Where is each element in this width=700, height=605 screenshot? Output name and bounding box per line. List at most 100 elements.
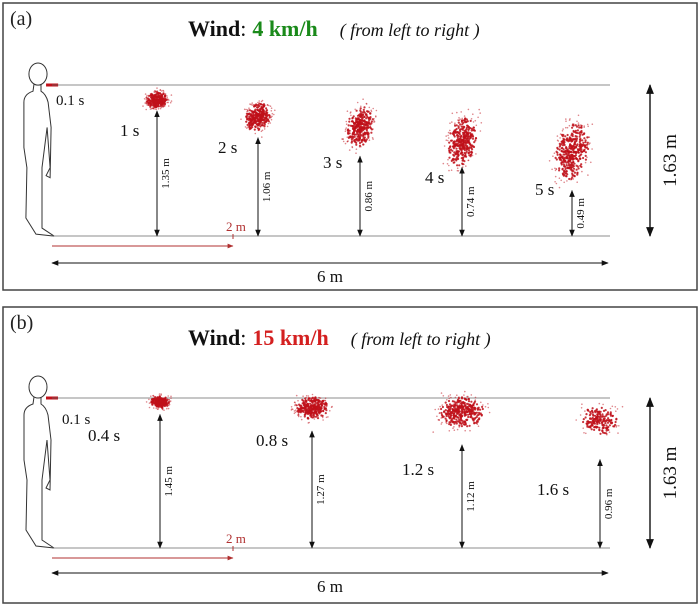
droplet — [445, 139, 448, 141]
droplet — [461, 128, 464, 131]
droplet — [250, 109, 253, 113]
droplet — [570, 140, 573, 143]
droplet — [473, 400, 477, 403]
droplet — [458, 424, 461, 427]
droplet — [554, 169, 557, 172]
droplet — [582, 418, 585, 421]
droplet — [361, 138, 364, 142]
droplet — [367, 135, 370, 138]
droplet — [466, 402, 469, 405]
droplet — [303, 409, 306, 412]
droplet — [307, 395, 310, 397]
droplet — [373, 119, 375, 122]
droplet — [156, 100, 160, 103]
droplet — [372, 138, 374, 140]
droplet — [359, 115, 362, 118]
droplet — [580, 150, 583, 153]
droplet — [243, 108, 246, 111]
droplet — [581, 133, 584, 136]
droplet — [346, 129, 349, 132]
droplet — [367, 136, 370, 139]
droplet — [605, 424, 608, 427]
droplet — [301, 398, 304, 401]
droplet — [563, 158, 566, 161]
droplet — [240, 118, 242, 120]
droplet — [558, 186, 561, 189]
droplet — [355, 120, 358, 123]
panel-title: Wind: 15 km/h ( from left to right ) — [188, 325, 491, 350]
droplet — [590, 161, 592, 164]
time-label: 3 s — [323, 153, 342, 172]
droplet — [456, 157, 459, 160]
droplet — [567, 151, 570, 154]
droplet — [582, 143, 585, 146]
droplet — [574, 143, 577, 146]
droplet — [465, 133, 468, 136]
droplet — [568, 177, 571, 181]
droplet — [467, 159, 470, 162]
droplet — [461, 119, 464, 122]
droplet — [464, 421, 467, 424]
droplet — [317, 411, 321, 414]
droplet — [598, 429, 601, 432]
droplet — [566, 133, 569, 137]
droplet — [463, 115, 466, 117]
droplet — [456, 144, 459, 147]
droplet — [591, 411, 594, 414]
droplet — [441, 404, 444, 406]
droplet — [170, 94, 173, 96]
droplet — [444, 401, 447, 404]
droplet — [161, 97, 164, 100]
droplet — [362, 143, 365, 146]
droplet — [571, 126, 574, 129]
droplet — [609, 419, 613, 422]
droplet — [305, 405, 308, 408]
droplet — [582, 150, 586, 153]
droplet — [309, 402, 312, 405]
droplet — [367, 117, 370, 120]
droplet — [148, 406, 151, 409]
droplet — [474, 408, 477, 411]
droplet — [149, 93, 152, 95]
droplet — [472, 128, 476, 132]
droplet — [601, 431, 605, 434]
droplet — [575, 125, 579, 128]
droplet — [602, 417, 605, 420]
droplet — [170, 100, 173, 102]
droplet — [609, 407, 612, 410]
droplet — [265, 120, 268, 123]
droplet — [316, 417, 320, 420]
panel-a: (a) Wind: 4 km/h ( from left to right ) 0.1 … — [2, 2, 698, 291]
title-speed: 15 km/h — [252, 325, 328, 350]
droplet — [344, 128, 347, 131]
droplet — [256, 115, 260, 118]
droplet — [371, 137, 374, 139]
droplet — [458, 405, 462, 409]
droplet — [354, 127, 357, 130]
droplet — [466, 425, 469, 428]
droplet — [461, 405, 464, 408]
droplet — [161, 404, 164, 407]
droplet — [590, 428, 593, 431]
droplet — [322, 419, 324, 421]
droplet — [574, 124, 577, 127]
droplet — [155, 108, 158, 111]
droplet — [254, 132, 257, 135]
droplet — [561, 130, 564, 132]
droplet — [562, 128, 564, 130]
droplet — [467, 409, 471, 412]
droplet — [443, 145, 446, 147]
droplet — [450, 404, 453, 407]
droplet — [577, 122, 580, 124]
droplet — [148, 94, 151, 97]
droplet — [608, 424, 612, 427]
droplet — [464, 423, 467, 426]
droplet — [466, 395, 468, 398]
title-colon: : — [240, 325, 246, 350]
droplet — [475, 420, 479, 423]
droplet — [155, 104, 158, 107]
droplet — [355, 109, 358, 112]
droplet — [304, 397, 307, 400]
droplet — [563, 171, 566, 174]
droplet — [352, 115, 355, 118]
